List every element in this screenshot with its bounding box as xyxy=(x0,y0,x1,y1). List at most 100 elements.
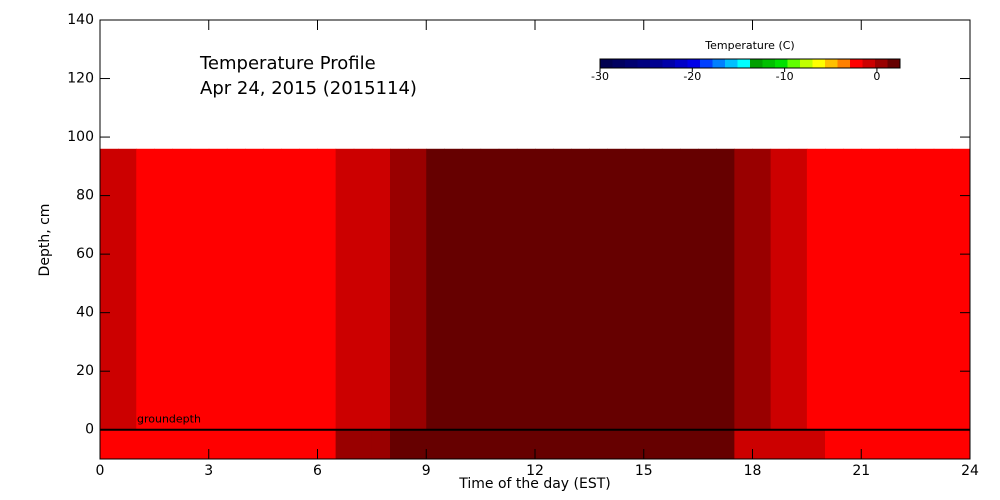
heatmap-cell xyxy=(861,148,880,430)
heatmap-cell xyxy=(879,429,898,459)
y-tick-label: 120 xyxy=(67,71,94,87)
heatmap-cell xyxy=(535,429,554,459)
heatmap-cell xyxy=(879,148,898,430)
x-tick-label: 0 xyxy=(96,463,105,479)
heatmap-cell xyxy=(480,148,500,430)
heatmap-cell xyxy=(516,148,536,430)
heatmap-cell xyxy=(680,429,699,459)
colorbar-swatch xyxy=(775,59,788,68)
y-tick-label: 20 xyxy=(76,363,94,379)
heatmap-cell xyxy=(100,429,119,459)
heatmap-cell xyxy=(589,429,608,459)
heatmap-cell xyxy=(498,148,518,430)
heatmap-cell xyxy=(172,429,192,459)
heatmap-cell xyxy=(154,148,173,430)
y-tick-label: 100 xyxy=(67,129,94,145)
heatmap-cell xyxy=(390,148,409,430)
heatmap-cell xyxy=(408,429,427,459)
colorbar-swatch xyxy=(825,59,838,68)
heatmap-cell xyxy=(281,148,300,430)
heatmap-cell xyxy=(371,429,391,459)
x-axis-label: Time of the day (EST) xyxy=(458,476,611,492)
heatmap-cell xyxy=(861,429,880,459)
heatmap-cell xyxy=(136,148,155,430)
colorbar-swatch xyxy=(800,59,813,68)
colorbar-swatch xyxy=(750,59,763,68)
colorbar-swatch xyxy=(662,59,676,68)
heatmap-cell xyxy=(933,148,953,430)
heatmap-cell xyxy=(118,429,137,459)
heatmap-cell xyxy=(716,429,735,459)
x-tick-label: 21 xyxy=(852,463,870,479)
heatmap-cell xyxy=(770,148,790,430)
heatmap-cell xyxy=(752,148,772,430)
heatmap-cell xyxy=(498,429,518,459)
heatmap-cell xyxy=(607,429,627,459)
heatmap-cell xyxy=(825,148,844,430)
x-tick-label: 12 xyxy=(526,463,544,479)
heatmap-cell xyxy=(571,429,590,459)
heatmap-cell xyxy=(263,429,282,459)
colorbar-swatch xyxy=(837,59,851,68)
colorbar-swatch xyxy=(812,59,826,68)
heatmap-cell xyxy=(788,148,808,430)
ground-line-label: groundepth xyxy=(137,413,201,426)
colorbar-tick-label: -10 xyxy=(776,70,794,83)
colorbar-title: Temperature (C) xyxy=(704,39,794,52)
heatmap-cell xyxy=(226,148,246,430)
heatmap-cell xyxy=(190,429,210,459)
colorbar-swatch xyxy=(725,59,738,68)
colorbar-swatch xyxy=(875,59,888,68)
heatmap-cell xyxy=(118,148,137,430)
heatmap-cell xyxy=(734,148,753,430)
heatmap-cell xyxy=(245,429,264,459)
heatmap-cell xyxy=(317,148,337,430)
heatmap-cell xyxy=(897,429,917,459)
heatmap-cell xyxy=(535,148,554,430)
heatmap-cell xyxy=(825,429,844,459)
colorbar-swatch xyxy=(887,59,901,68)
x-tick-label: 9 xyxy=(422,463,431,479)
y-tick-label: 140 xyxy=(67,12,94,28)
heatmap-cell xyxy=(951,148,971,430)
heatmap-cell xyxy=(752,429,772,459)
y-tick-label: 60 xyxy=(76,246,94,262)
heatmap-cell xyxy=(643,429,663,459)
heatmap-cell xyxy=(770,429,790,459)
heatmap-cell xyxy=(245,148,264,430)
colorbar-swatch xyxy=(600,59,613,68)
heatmap-cell xyxy=(698,148,717,430)
colorbar-swatch xyxy=(787,59,801,68)
chart-subtitle: Apr 24, 2015 (2015114) xyxy=(200,78,417,99)
heatmap-cell xyxy=(806,429,826,459)
heatmap-cell xyxy=(335,429,355,459)
x-tick-label: 24 xyxy=(961,463,979,479)
x-tick-label: 15 xyxy=(635,463,653,479)
colorbar-swatch xyxy=(762,59,776,68)
colorbar-tick-label: -20 xyxy=(683,70,701,83)
x-tick-label: 18 xyxy=(744,463,762,479)
heatmap-cell xyxy=(915,148,935,430)
heatmap-cell xyxy=(661,429,681,459)
heatmap-cell xyxy=(299,429,318,459)
heatmap-cell xyxy=(426,148,445,430)
colorbar-tick-label: 0 xyxy=(873,70,880,83)
heatmap-cell xyxy=(208,148,228,430)
heatmap-cell xyxy=(462,429,482,459)
heatmap-cell xyxy=(516,429,536,459)
chart-title: Temperature Profile xyxy=(199,53,376,74)
heatmap-cell xyxy=(226,429,246,459)
heatmap-cell xyxy=(480,429,500,459)
heatmap-cell xyxy=(317,429,337,459)
heatmap-cell xyxy=(843,148,862,430)
heatmap-cell xyxy=(444,148,463,430)
colorbar-tick-label: -30 xyxy=(591,70,609,83)
colorbar-swatch xyxy=(637,59,651,68)
heatmap-cell xyxy=(625,148,645,430)
heatmap-cell xyxy=(625,429,645,459)
heatmap-cell xyxy=(806,148,826,430)
heatmap-cell xyxy=(643,148,663,430)
heatmap-cell xyxy=(172,148,192,430)
heatmap-cell xyxy=(353,148,373,430)
